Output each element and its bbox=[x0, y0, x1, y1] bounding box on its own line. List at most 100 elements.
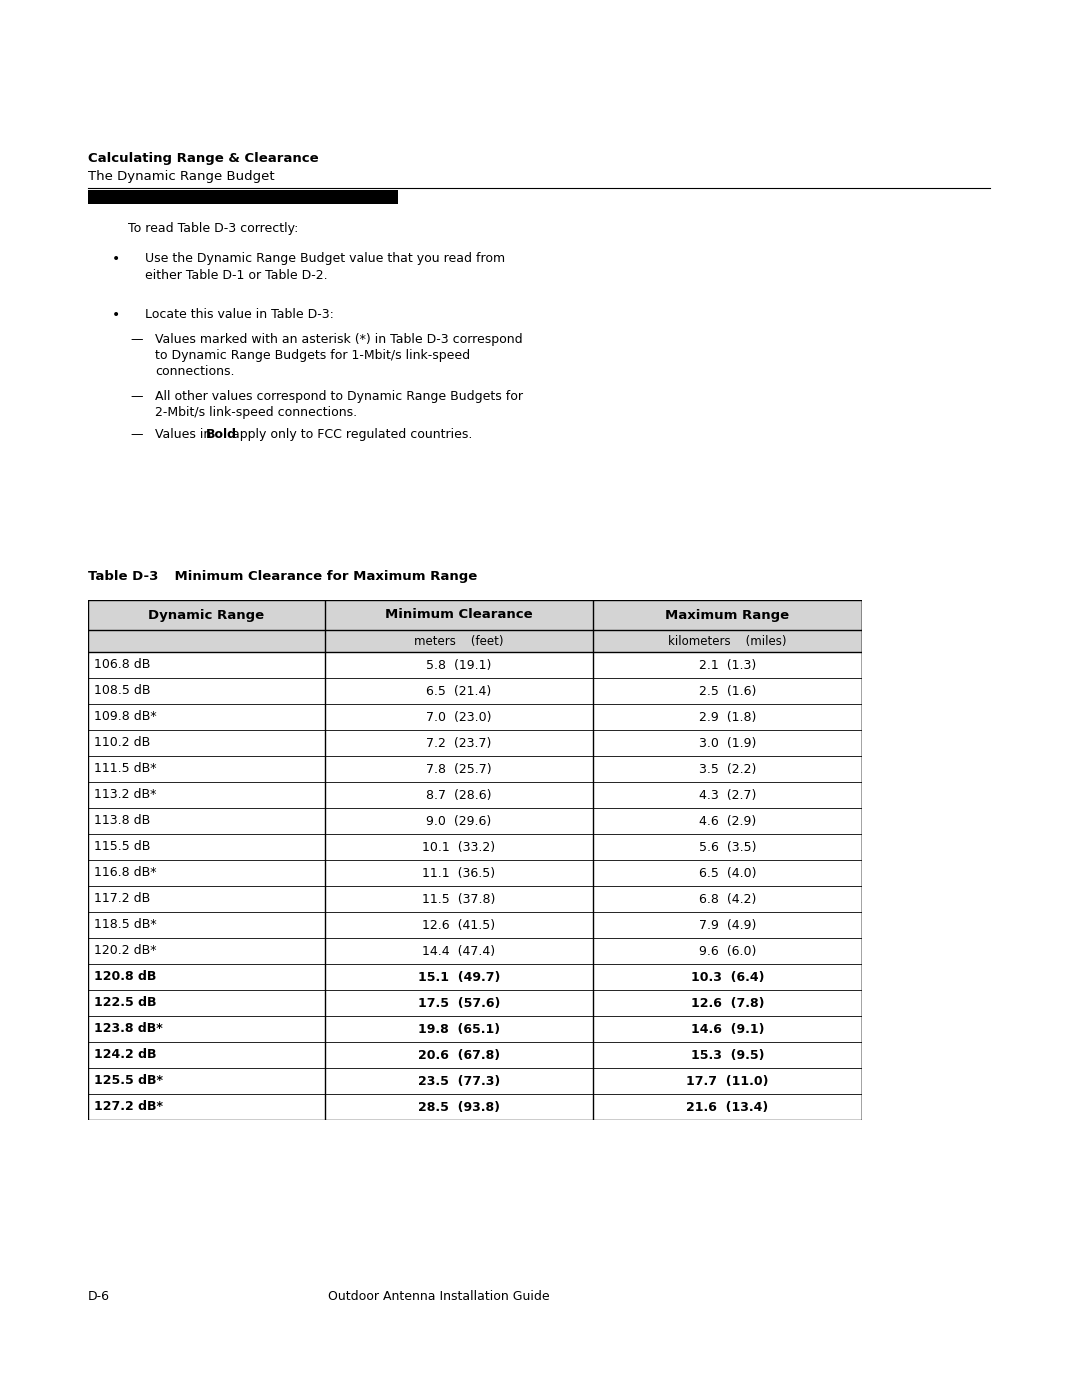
Text: 2-Mbit/s link-speed connections.: 2-Mbit/s link-speed connections. bbox=[156, 407, 357, 419]
Text: Use the Dynamic Range Budget value that you read from: Use the Dynamic Range Budget value that … bbox=[145, 251, 505, 265]
Bar bbox=[87, 704, 862, 731]
Text: Minimum Clearance: Minimum Clearance bbox=[386, 609, 532, 622]
Text: 20.6  (67.8): 20.6 (67.8) bbox=[418, 1049, 500, 1062]
Text: Calculating Range & Clearance: Calculating Range & Clearance bbox=[87, 152, 319, 165]
Text: 7.8  (25.7): 7.8 (25.7) bbox=[427, 763, 491, 775]
Text: 10.1  (33.2): 10.1 (33.2) bbox=[422, 841, 496, 854]
Bar bbox=[87, 782, 862, 807]
Text: 14.4  (47.4): 14.4 (47.4) bbox=[422, 944, 496, 957]
Text: Locate this value in Table D-3:: Locate this value in Table D-3: bbox=[145, 307, 334, 321]
Text: 9.6  (6.0): 9.6 (6.0) bbox=[699, 944, 756, 957]
Text: apply only to FCC regulated countries.: apply only to FCC regulated countries. bbox=[228, 427, 472, 441]
Text: 7.9  (4.9): 7.9 (4.9) bbox=[699, 918, 756, 932]
Text: 17.7  (11.0): 17.7 (11.0) bbox=[686, 1074, 769, 1087]
Text: 2.1  (1.3): 2.1 (1.3) bbox=[699, 658, 756, 672]
Text: 23.5  (77.3): 23.5 (77.3) bbox=[418, 1074, 500, 1087]
Text: Outdoor Antenna Installation Guide: Outdoor Antenna Installation Guide bbox=[328, 1289, 550, 1303]
Text: 124.2 dB: 124.2 dB bbox=[94, 1049, 157, 1062]
Text: 14.6  (9.1): 14.6 (9.1) bbox=[691, 1023, 765, 1035]
Text: 122.5 dB: 122.5 dB bbox=[94, 996, 157, 1010]
Text: Dynamic Range: Dynamic Range bbox=[148, 609, 265, 622]
Text: Values in: Values in bbox=[156, 427, 215, 441]
Text: 6.5  (4.0): 6.5 (4.0) bbox=[699, 866, 756, 880]
Text: 123.8 dB*: 123.8 dB* bbox=[94, 1023, 163, 1035]
Text: 19.8  (65.1): 19.8 (65.1) bbox=[418, 1023, 500, 1035]
Text: Bold: Bold bbox=[205, 427, 237, 441]
Text: All other values correspond to Dynamic Range Budgets for: All other values correspond to Dynamic R… bbox=[156, 390, 523, 402]
Text: Table D-3: Table D-3 bbox=[87, 570, 159, 583]
Bar bbox=[87, 1067, 862, 1094]
Text: 108.5 dB: 108.5 dB bbox=[94, 685, 150, 697]
Bar bbox=[87, 886, 862, 912]
Text: 111.5 dB*: 111.5 dB* bbox=[94, 763, 157, 775]
Text: —: — bbox=[130, 427, 143, 441]
Bar bbox=[87, 834, 862, 861]
Text: To read Table D-3 correctly:: To read Table D-3 correctly: bbox=[129, 222, 298, 235]
Text: 118.5 dB*: 118.5 dB* bbox=[94, 918, 157, 932]
Bar bbox=[87, 912, 862, 937]
Bar bbox=[87, 756, 862, 782]
Text: 6.8  (4.2): 6.8 (4.2) bbox=[699, 893, 756, 905]
Text: connections.: connections. bbox=[156, 365, 234, 379]
Bar bbox=[87, 678, 862, 704]
Text: 116.8 dB*: 116.8 dB* bbox=[94, 866, 157, 880]
Bar bbox=[87, 861, 862, 886]
Text: 106.8 dB: 106.8 dB bbox=[94, 658, 150, 672]
Text: 3.5  (2.2): 3.5 (2.2) bbox=[699, 763, 756, 775]
Text: 15.3  (9.5): 15.3 (9.5) bbox=[691, 1049, 765, 1062]
Bar bbox=[87, 990, 862, 1016]
Text: The Dynamic Range Budget: The Dynamic Range Budget bbox=[87, 170, 274, 183]
Bar bbox=[87, 1042, 862, 1067]
Text: 120.8 dB: 120.8 dB bbox=[94, 971, 157, 983]
Text: 110.2 dB: 110.2 dB bbox=[94, 736, 150, 750]
Bar bbox=[87, 1094, 862, 1120]
Text: 115.5 dB: 115.5 dB bbox=[94, 841, 150, 854]
Text: either Table D-1 or Table D-2.: either Table D-1 or Table D-2. bbox=[145, 270, 327, 282]
Text: meters    (feet): meters (feet) bbox=[415, 634, 503, 647]
Text: •: • bbox=[112, 307, 120, 321]
Text: 9.0  (29.6): 9.0 (29.6) bbox=[427, 814, 491, 827]
Text: 5.8  (19.1): 5.8 (19.1) bbox=[427, 658, 491, 672]
Text: Minimum Clearance for Maximum Range: Minimum Clearance for Maximum Range bbox=[156, 570, 477, 583]
Text: 6.5  (21.4): 6.5 (21.4) bbox=[427, 685, 491, 697]
Text: 12.6  (41.5): 12.6 (41.5) bbox=[422, 918, 496, 932]
Text: 113.8 dB: 113.8 dB bbox=[94, 814, 150, 827]
Text: 2.9  (1.8): 2.9 (1.8) bbox=[699, 711, 756, 724]
Text: —: — bbox=[130, 332, 143, 346]
Bar bbox=[87, 652, 862, 678]
Bar bbox=[87, 1016, 862, 1042]
Text: 3.0  (1.9): 3.0 (1.9) bbox=[699, 736, 756, 750]
Text: 21.6  (13.4): 21.6 (13.4) bbox=[687, 1101, 769, 1113]
Text: 10.3  (6.4): 10.3 (6.4) bbox=[691, 971, 765, 983]
Text: 120.2 dB*: 120.2 dB* bbox=[94, 944, 157, 957]
Text: 109.8 dB*: 109.8 dB* bbox=[94, 711, 157, 724]
Text: Values marked with an asterisk (*) in Table D-3 correspond: Values marked with an asterisk (*) in Ta… bbox=[156, 332, 523, 346]
Text: 127.2 dB*: 127.2 dB* bbox=[94, 1101, 163, 1113]
Bar bbox=[87, 599, 862, 630]
Text: 15.1  (49.7): 15.1 (49.7) bbox=[418, 971, 500, 983]
Text: to Dynamic Range Budgets for 1-Mbit/s link-speed: to Dynamic Range Budgets for 1-Mbit/s li… bbox=[156, 349, 470, 362]
Text: 12.6  (7.8): 12.6 (7.8) bbox=[691, 996, 765, 1010]
Text: 2.5  (1.6): 2.5 (1.6) bbox=[699, 685, 756, 697]
Text: 113.2 dB*: 113.2 dB* bbox=[94, 788, 157, 802]
Bar bbox=[87, 937, 862, 964]
Text: D-6: D-6 bbox=[87, 1289, 110, 1303]
Text: Maximum Range: Maximum Range bbox=[665, 609, 789, 622]
Bar bbox=[87, 731, 862, 756]
Text: 7.2  (23.7): 7.2 (23.7) bbox=[427, 736, 491, 750]
Text: 11.1  (36.5): 11.1 (36.5) bbox=[422, 866, 496, 880]
Text: 28.5  (93.8): 28.5 (93.8) bbox=[418, 1101, 500, 1113]
Text: 117.2 dB: 117.2 dB bbox=[94, 893, 150, 905]
Text: •: • bbox=[112, 251, 120, 265]
Text: —: — bbox=[130, 390, 143, 402]
Text: kilometers    (miles): kilometers (miles) bbox=[669, 634, 786, 647]
Text: 4.6  (2.9): 4.6 (2.9) bbox=[699, 814, 756, 827]
Text: 11.5  (37.8): 11.5 (37.8) bbox=[422, 893, 496, 905]
Bar bbox=[87, 964, 862, 990]
Text: 125.5 dB*: 125.5 dB* bbox=[94, 1074, 163, 1087]
Text: 5.6  (3.5): 5.6 (3.5) bbox=[699, 841, 756, 854]
Bar bbox=[87, 807, 862, 834]
Text: 8.7  (28.6): 8.7 (28.6) bbox=[427, 788, 491, 802]
Text: 4.3  (2.7): 4.3 (2.7) bbox=[699, 788, 756, 802]
Bar bbox=[87, 630, 862, 652]
